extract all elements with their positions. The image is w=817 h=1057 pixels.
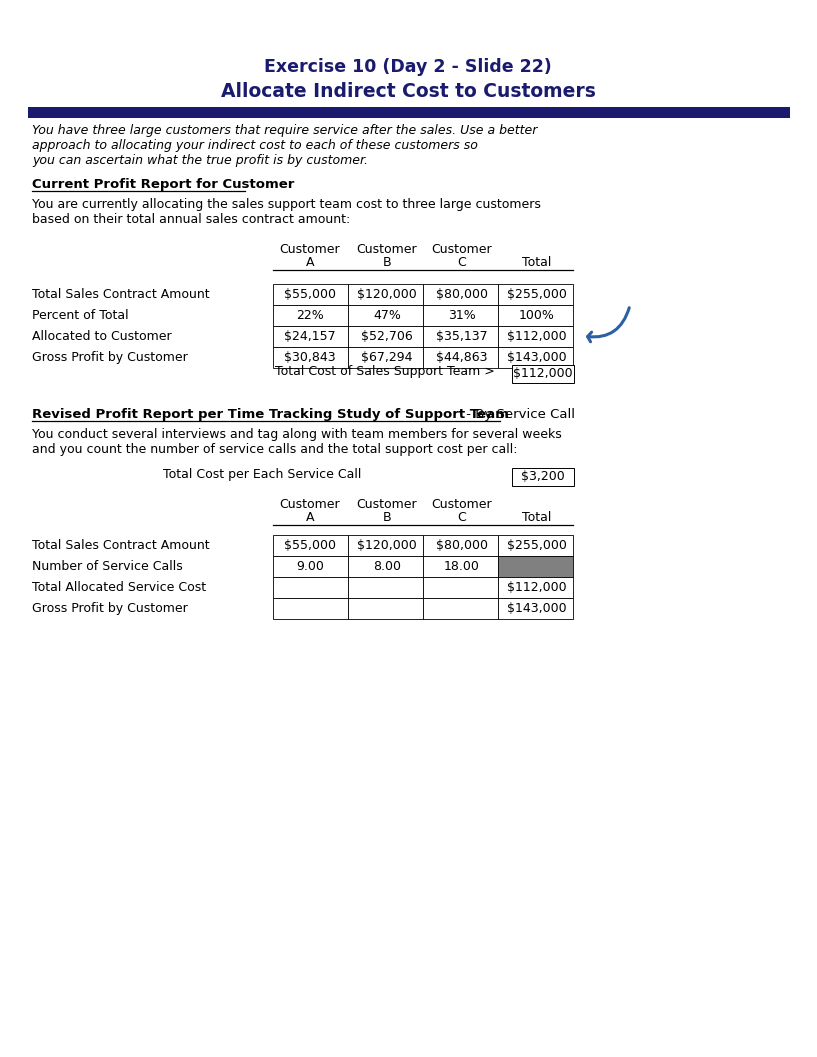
Bar [498, 305, 573, 326]
Text: Total: Total [522, 256, 551, 268]
Text: Gross Profit by Customer: Gross Profit by Customer [32, 602, 188, 615]
Bar [498, 556, 573, 577]
Text: B: B [382, 511, 391, 524]
Text: 8.00: 8.00 [373, 560, 401, 573]
Text: Current Profit Report for Customer: Current Profit Report for Customer [32, 178, 294, 191]
Text: $35,137: $35,137 [436, 330, 488, 344]
Text: Total Sales Contract Amount: Total Sales Contract Amount [32, 539, 210, 552]
Bar [498, 284, 573, 305]
Text: 31%: 31% [449, 309, 475, 322]
Text: $67,294: $67,294 [361, 351, 413, 364]
Text: Customer: Customer [357, 498, 417, 511]
Bar [28, 107, 790, 118]
Text: Customer: Customer [279, 243, 341, 256]
Text: $80,000: $80,000 [436, 539, 488, 552]
Text: C: C [458, 511, 467, 524]
Text: $112,000: $112,000 [507, 330, 567, 344]
Bar [348, 556, 423, 577]
Bar [498, 577, 573, 598]
Bar [348, 535, 423, 556]
Text: You are currently allocating the sales support team cost to three large customer: You are currently allocating the sales s… [32, 198, 541, 211]
Text: Total Cost of Sales Support Team >: Total Cost of Sales Support Team > [275, 365, 495, 378]
Text: $143,000: $143,000 [507, 602, 567, 615]
Bar [498, 347, 573, 368]
Text: Allocated to Customer: Allocated to Customer [32, 330, 172, 344]
Text: Customer: Customer [279, 498, 341, 511]
Text: $112,000: $112,000 [507, 581, 567, 594]
Bar [423, 305, 498, 326]
Bar [273, 535, 348, 556]
Text: $30,843: $30,843 [284, 351, 336, 364]
Text: $52,706: $52,706 [361, 330, 413, 344]
Bar [348, 284, 423, 305]
Text: 18.00: 18.00 [444, 560, 480, 573]
Text: B: B [382, 256, 391, 268]
Bar [348, 326, 423, 347]
Text: 100%: 100% [519, 309, 555, 322]
Bar [498, 535, 573, 556]
Text: $80,000: $80,000 [436, 288, 488, 301]
Text: Customer: Customer [357, 243, 417, 256]
Text: Gross Profit by Customer: Gross Profit by Customer [32, 351, 188, 364]
Text: Percent of Total: Percent of Total [32, 309, 128, 322]
Text: $55,000: $55,000 [284, 539, 336, 552]
Text: Total: Total [522, 511, 551, 524]
Text: $255,000: $255,000 [507, 288, 567, 301]
Text: $24,157: $24,157 [284, 330, 336, 344]
Bar [348, 598, 423, 619]
Text: $3,200: $3,200 [521, 470, 565, 483]
Text: you can ascertain what the true profit is by customer.: you can ascertain what the true profit i… [32, 154, 368, 167]
Text: Revised Profit Report per Time Tracking Study of Support Team: Revised Profit Report per Time Tracking … [32, 408, 509, 421]
Text: You have three large customers that require service after the sales. Use a bette: You have three large customers that requ… [32, 124, 538, 137]
Text: $112,000: $112,000 [513, 367, 573, 381]
Bar [348, 305, 423, 326]
Text: $143,000: $143,000 [507, 351, 567, 364]
Bar [423, 577, 498, 598]
Text: $44,863: $44,863 [436, 351, 488, 364]
Text: C: C [458, 256, 467, 268]
Bar [423, 535, 498, 556]
Text: approach to allocating your indirect cost to each of these customers so: approach to allocating your indirect cos… [32, 140, 478, 152]
Text: Customer: Customer [431, 243, 493, 256]
Text: A: A [306, 511, 315, 524]
Bar [423, 347, 498, 368]
Bar [273, 284, 348, 305]
Text: $120,000: $120,000 [357, 288, 417, 301]
Text: Customer: Customer [431, 498, 493, 511]
Text: You conduct several interviews and tag along with team members for several weeks: You conduct several interviews and tag a… [32, 428, 562, 441]
Bar [423, 598, 498, 619]
Bar [423, 556, 498, 577]
Text: Total Allocated Service Cost: Total Allocated Service Cost [32, 581, 206, 594]
Bar [512, 365, 574, 383]
Text: 9.00: 9.00 [296, 560, 324, 573]
Bar [498, 598, 573, 619]
Text: $255,000: $255,000 [507, 539, 567, 552]
Text: Total Cost per Each Service Call: Total Cost per Each Service Call [163, 468, 361, 481]
Text: based on their total annual sales contract amount:: based on their total annual sales contra… [32, 214, 350, 226]
Bar [498, 326, 573, 347]
Text: - By Service Call: - By Service Call [462, 408, 575, 421]
Bar [273, 577, 348, 598]
Bar [348, 347, 423, 368]
Bar [273, 556, 348, 577]
Bar [423, 284, 498, 305]
Bar [273, 305, 348, 326]
Text: and you count the number of service calls and the total support cost per call:: and you count the number of service call… [32, 443, 517, 456]
Text: 22%: 22% [296, 309, 324, 322]
Text: Total Sales Contract Amount: Total Sales Contract Amount [32, 288, 210, 301]
Text: Allocate Indirect Cost to Customers: Allocate Indirect Cost to Customers [221, 82, 596, 101]
Text: Exercise 10 (Day 2 - Slide 22): Exercise 10 (Day 2 - Slide 22) [264, 58, 551, 76]
Bar [273, 326, 348, 347]
Text: A: A [306, 256, 315, 268]
Text: $120,000: $120,000 [357, 539, 417, 552]
Text: $55,000: $55,000 [284, 288, 336, 301]
Bar [348, 577, 423, 598]
Bar [423, 326, 498, 347]
Text: Number of Service Calls: Number of Service Calls [32, 560, 183, 573]
Bar [512, 468, 574, 486]
Bar [273, 347, 348, 368]
Bar [273, 598, 348, 619]
Text: 47%: 47% [373, 309, 401, 322]
